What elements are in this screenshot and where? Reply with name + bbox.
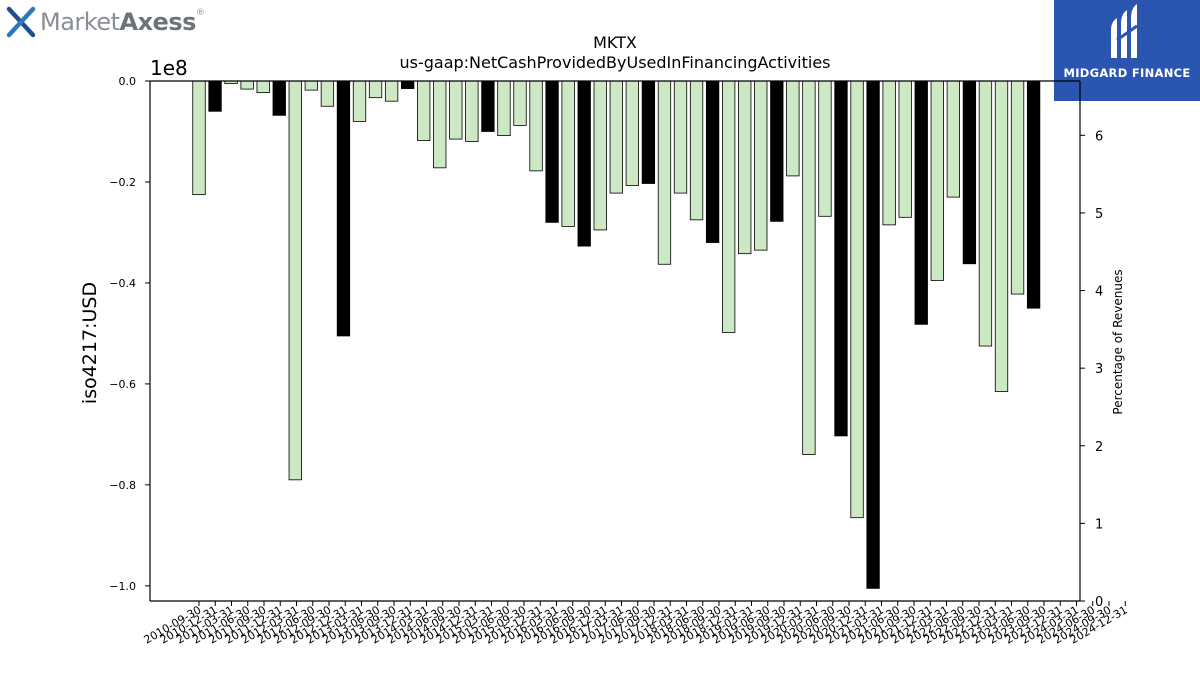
bar — [994, 80, 1009, 392]
bar — [818, 80, 832, 217]
bar — [962, 80, 977, 265]
bar — [481, 80, 495, 132]
midgard-finance-logo: MIDGARD FINANCE — [1054, 0, 1200, 101]
bar — [368, 80, 383, 99]
marketaxess-x-icon — [6, 6, 36, 38]
y-tick-label: −1.0 — [109, 580, 136, 593]
chart-subtitle: us-gaap:NetCashProvidedByUsedInFinancing… — [399, 53, 830, 72]
bar — [1026, 80, 1041, 309]
y2-tick-label: 6 — [1095, 129, 1103, 144]
bar — [497, 80, 511, 136]
bar — [866, 80, 880, 589]
bar — [738, 80, 752, 255]
bar — [946, 80, 960, 198]
bars-group — [192, 80, 1041, 589]
midgard-wordmark: MIDGARD FINANCE — [1063, 66, 1191, 80]
bar — [256, 80, 270, 94]
y2-tick-label: 4 — [1095, 285, 1103, 300]
bar — [978, 80, 993, 347]
bar — [930, 80, 944, 281]
chart-title: MKTX — [593, 33, 637, 52]
marketaxess-logo: MarketAxess® — [6, 4, 205, 40]
bar — [320, 80, 335, 107]
bar — [240, 80, 254, 90]
bar — [641, 80, 656, 184]
bar — [384, 80, 399, 102]
marketaxess-wordmark: MarketAxess® — [40, 8, 205, 36]
bar — [786, 80, 800, 177]
y2-tick-label: 3 — [1095, 362, 1103, 377]
y2-tick-label: 1 — [1095, 517, 1103, 532]
y-tick-label: −0.4 — [109, 277, 136, 290]
y2-tick-label: 2 — [1095, 440, 1103, 455]
bar — [609, 80, 623, 194]
y-tick-label: −0.2 — [109, 176, 136, 189]
y-tick-label: −0.8 — [109, 479, 136, 492]
bar — [705, 80, 720, 243]
bar — [561, 80, 575, 227]
bar — [882, 80, 896, 226]
bar — [192, 80, 206, 195]
bar — [336, 80, 351, 337]
y-axis-ticks: 0.0 −0.2 −0.4 −0.6 −0.8 −1.0 — [109, 75, 150, 593]
bar — [898, 80, 912, 218]
bar — [754, 80, 768, 251]
bar — [850, 80, 864, 519]
bar — [433, 80, 447, 169]
bar — [400, 80, 415, 89]
bar — [272, 80, 286, 116]
bar — [304, 80, 319, 91]
bar — [208, 80, 222, 112]
y-axis-label: iso4217:USD — [79, 282, 101, 404]
bar — [449, 80, 463, 140]
y-tick-label: −0.6 — [109, 378, 136, 391]
bar — [288, 80, 302, 481]
bar — [513, 80, 527, 126]
bar — [625, 80, 639, 186]
bar — [593, 80, 607, 231]
x-axis-ticks: 2010-09-302010-12-312011-03-312011-06-30… — [142, 601, 1130, 647]
y2-tick-label: 5 — [1095, 207, 1103, 222]
y2-axis-label: Percentage of Revenues — [1111, 269, 1125, 414]
bar — [770, 80, 784, 222]
bar — [465, 80, 479, 142]
bar — [914, 80, 928, 325]
bar — [417, 80, 431, 141]
bar — [529, 80, 543, 172]
y2-axis-ticks: 0 1 2 3 4 5 6 — [1080, 129, 1103, 610]
bar — [673, 80, 688, 194]
bar — [722, 80, 736, 333]
bar — [577, 80, 591, 247]
bar — [545, 80, 559, 223]
bar — [834, 80, 848, 437]
y2-tick-label: 0 — [1095, 595, 1103, 610]
midgard-emblem-icon — [1111, 4, 1138, 58]
bar — [1010, 80, 1025, 295]
bar — [657, 80, 672, 265]
y-tick-label: 0.0 — [119, 75, 137, 88]
y-scale-label: 1e8 — [150, 56, 188, 80]
bar — [352, 80, 367, 122]
bar — [802, 80, 816, 455]
bar — [689, 80, 704, 221]
